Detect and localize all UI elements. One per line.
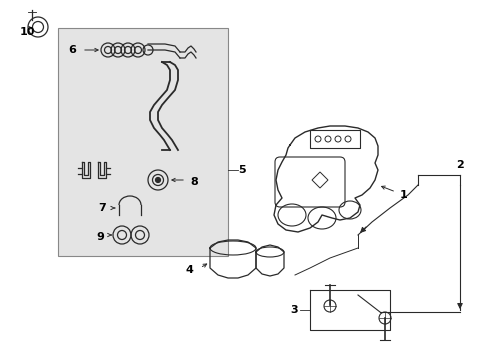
Text: 5: 5 bbox=[238, 165, 245, 175]
Bar bbox=[58, 28, 227, 256]
Text: 10: 10 bbox=[20, 27, 35, 37]
Text: 8: 8 bbox=[190, 177, 197, 187]
Text: 2: 2 bbox=[455, 160, 463, 170]
Text: 7: 7 bbox=[98, 203, 105, 213]
Text: 1: 1 bbox=[399, 190, 407, 200]
Text: 4: 4 bbox=[185, 265, 193, 275]
Ellipse shape bbox=[155, 177, 160, 183]
Text: 6: 6 bbox=[68, 45, 76, 55]
Text: 3: 3 bbox=[289, 305, 297, 315]
Text: 9: 9 bbox=[96, 232, 103, 242]
